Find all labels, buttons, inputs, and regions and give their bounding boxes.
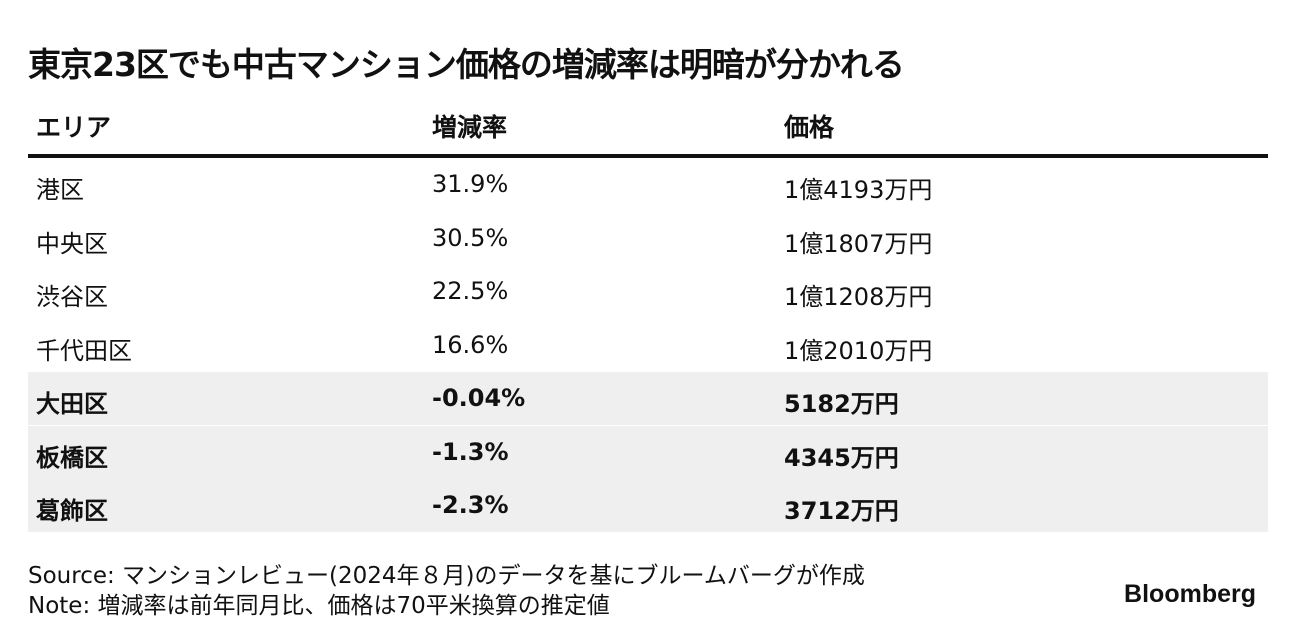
table-cell: 渋谷区 [36,283,108,311]
table-cell: -0.04% [432,384,526,412]
table-cell: 16.6% [432,330,509,359]
table-cell: 1億4193万円 [784,176,933,204]
table-cell: 港区 [36,176,84,204]
table-cell: 板橋区 [36,443,108,472]
table-row: 港区 31.9% 1億4193万円 [28,158,1268,211]
table-cell: 1億1208万円 [784,283,933,311]
table-cell: -1.3% [432,437,509,466]
table-row: 中央区 30.5% 1億1807万円 [28,212,1268,265]
column-header: 価格 [784,113,835,142]
source: Source: マンションレビュー(2024年８月)のデータを基にブルームバーグ… [28,563,865,589]
table-cell: 大田区 [36,390,108,418]
table-cell: 中央区 [36,229,108,258]
table-cell: 1億1807万円 [784,229,933,258]
table-cell: 3712万円 [784,497,899,525]
table-row: 大田区 -0.04% 5182万円 [28,372,1268,425]
header-rule [28,154,1268,158]
table-row: 千代田区 16.6% 1億2010万円 [28,319,1268,372]
table-cell: 4345万円 [784,443,899,472]
brand: Bloomberg [1124,580,1256,608]
table-cell: 30.5% [432,223,509,252]
table-cell: 22.5% [432,277,509,305]
note: Note: 増減率は前年同月比、価格は70平米換算の推定値 [28,593,610,619]
column-header: エリア [36,113,112,142]
table-row: 葛飾区 -2.3% 3712万円 [28,479,1268,532]
table-cell: 千代田区 [36,336,132,365]
title: 東京23区でも中古マンション価格の増減率は明暗が分かれる [28,45,905,84]
table-cell: 31.9% [432,170,509,198]
column-header: 増減率 [432,113,508,142]
table-row: 渋谷区 22.5% 1億1208万円 [28,265,1268,318]
table-cell: 5182万円 [784,390,899,418]
table-cell: 葛飾区 [36,497,108,525]
table-row: 板橋区 -1.3% 4345万円 [28,425,1268,479]
table-cell: 1億2010万円 [784,336,933,365]
table-cell: -2.3% [432,491,509,519]
